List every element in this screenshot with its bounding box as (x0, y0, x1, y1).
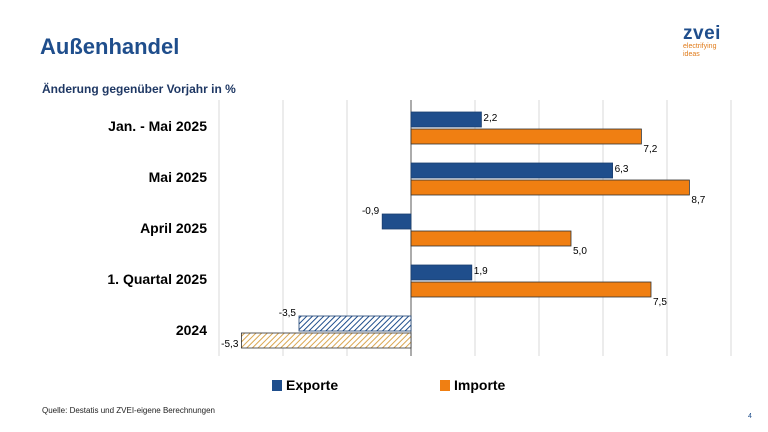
logo-tagline-2: ideas (683, 51, 700, 58)
logo-tagline-1: electrifying (683, 43, 717, 50)
data-label: 6,3 (615, 164, 629, 175)
source-note: Quelle: Destatis und ZVEI-eigene Berechn… (42, 406, 215, 415)
data-label: 5,0 (573, 246, 587, 257)
bar-layer (240, 111, 690, 349)
import-bar (410, 281, 652, 298)
category-label: April 2025 (140, 220, 207, 236)
chart-subtitle: Änderung gegenüber Vorjahr in % (42, 82, 236, 96)
category-label: Mai 2025 (149, 169, 208, 185)
data-label: 1,9 (474, 266, 488, 277)
legend-label-importe: Importe (454, 377, 506, 393)
data-label: -3,5 (279, 308, 297, 319)
import-bar (240, 332, 412, 349)
import-bar (410, 128, 642, 145)
category-label: 2024 (176, 322, 207, 338)
import-bar (410, 230, 572, 247)
page-number: 4 (748, 413, 752, 420)
label-layer: Jan. - Mai 2025 2,2 7,2 Mai 2025 6,3 8,7 April… (107, 113, 705, 350)
legend-label-exporte: Exporte (286, 377, 338, 393)
data-label: -0,9 (362, 206, 380, 217)
data-label: -5,3 (221, 339, 239, 350)
export-bar (298, 315, 412, 332)
data-label: 7,5 (653, 297, 667, 308)
legend: Exporte Importe (272, 377, 506, 393)
zvei-logo: zvei electrifying ideas (683, 24, 721, 59)
legend-swatch-importe (440, 380, 450, 391)
export-bar (410, 264, 473, 281)
export-bar (381, 213, 412, 230)
page-title: Außenhandel (40, 34, 180, 59)
category-label: 1. Quartal 2025 (107, 271, 207, 287)
legend-swatch-exporte (272, 380, 282, 391)
export-bar (410, 111, 482, 128)
category-label: Jan. - Mai 2025 (108, 118, 207, 134)
data-label: 2,2 (483, 113, 497, 124)
export-bar (410, 162, 614, 179)
logo-wordmark: zvei (683, 23, 721, 44)
data-label: 7,2 (643, 144, 657, 155)
data-label: 8,7 (691, 195, 705, 206)
import-bar (410, 179, 690, 196)
